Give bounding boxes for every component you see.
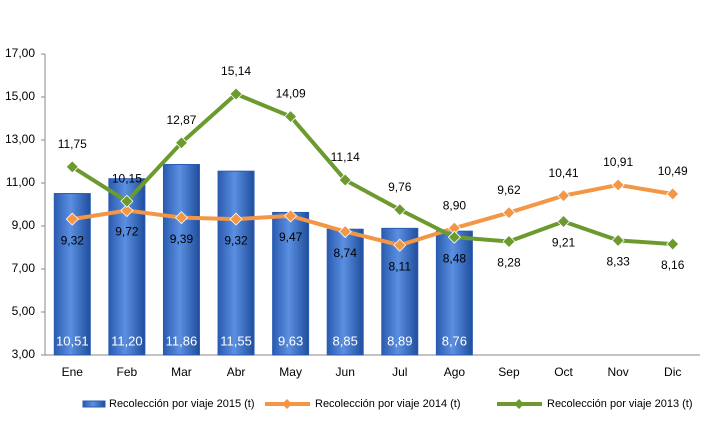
y-tick-label: 13,00 [5,132,35,146]
y-tick-label: 17,00 [5,46,35,60]
marker [666,187,680,201]
marker [284,209,298,223]
bar [326,228,364,356]
bar [162,164,200,356]
x-tick-label: Abr [227,365,246,379]
data-label: 8,28 [497,256,521,270]
data-label: 8,16 [661,258,685,272]
marker [65,212,79,226]
data-label: 9,72 [115,225,139,239]
data-label: 10,15 [112,171,142,185]
data-label: 9,62 [497,183,521,197]
line [71,182,674,248]
data-label: 11,86 [166,333,198,348]
legend-label: Recolección por viaje 2015 (t) [109,398,255,410]
data-label: 10,91 [603,155,633,169]
data-label: 8,11 [389,259,412,273]
x-tick-label: Ene [62,365,84,379]
data-label: 10,51 [56,333,89,348]
marker [611,178,625,192]
y-tick-label: 15,00 [5,89,35,103]
marker [120,194,134,208]
x-tick-label: Ago [444,365,466,379]
data-label: 10,41 [549,166,579,180]
x-tick-label: Mar [171,365,192,379]
marker [502,206,516,220]
data-label: 8,85 [333,333,358,348]
line [71,91,673,247]
data-label: 8,48 [443,251,467,265]
data-label: 9,76 [388,180,412,194]
data-label: 8,76 [442,333,467,348]
y-tick-label: 3,00 [12,347,36,361]
bar [217,170,255,356]
x-tick-label: Sep [498,365,520,379]
marker [174,136,189,150]
marker [65,160,79,174]
legend-swatch [82,400,106,408]
x-tick-label: Jul [392,365,407,379]
data-label: 9,32 [224,233,248,247]
marker [393,238,407,252]
marker [284,109,298,124]
data-label: 8,90 [443,198,467,212]
y-tick-label: 9,00 [12,218,36,232]
data-label: 14,09 [276,87,306,101]
data-label: 9,21 [552,236,576,250]
data-label: 9,63 [278,333,303,348]
data-label: 8,74 [334,246,358,260]
marker [174,211,189,225]
marker [556,214,571,229]
data-label: 8,89 [387,333,412,348]
bar [272,211,310,356]
data-label: 11,20 [111,333,143,348]
data-label: 8,33 [606,255,630,269]
x-tick-label: Feb [117,365,138,379]
x-tick-label: Dic [664,365,681,379]
x-tick-label: Jun [336,365,355,379]
data-label: 9,47 [279,230,303,244]
x-tick-label: May [279,365,302,379]
x-tick-label: Nov [607,365,628,379]
data-label: 11,55 [220,333,252,348]
x-tick-label: Oct [554,365,573,379]
bar [435,230,473,356]
data-label: 15,14 [221,64,251,78]
data-label: 9,39 [170,232,194,246]
marker [666,237,680,251]
marker [556,189,571,203]
legend-marker [514,399,524,409]
marker [338,173,352,187]
y-tick-label: 7,00 [12,261,36,275]
legend-label: Recolección por viaje 2014 (t) [315,398,461,410]
marker [120,203,134,218]
marker [393,203,407,217]
marker [229,87,243,101]
legend-marker [282,399,292,409]
marker [447,230,461,244]
legend-label: Recolección por viaje 2013 (t) [547,398,693,410]
data-label: 10,49 [658,164,688,178]
y-tick-label: 5,00 [12,304,36,318]
data-label: 11,75 [58,137,87,151]
marker [229,212,243,226]
y-tick-label: 11,00 [6,175,35,189]
data-label: 9,32 [61,233,85,247]
marker [338,225,352,239]
data-label: 11,14 [331,150,360,164]
marker [611,233,625,247]
data-label: 12,87 [166,113,196,127]
marker [502,234,516,249]
